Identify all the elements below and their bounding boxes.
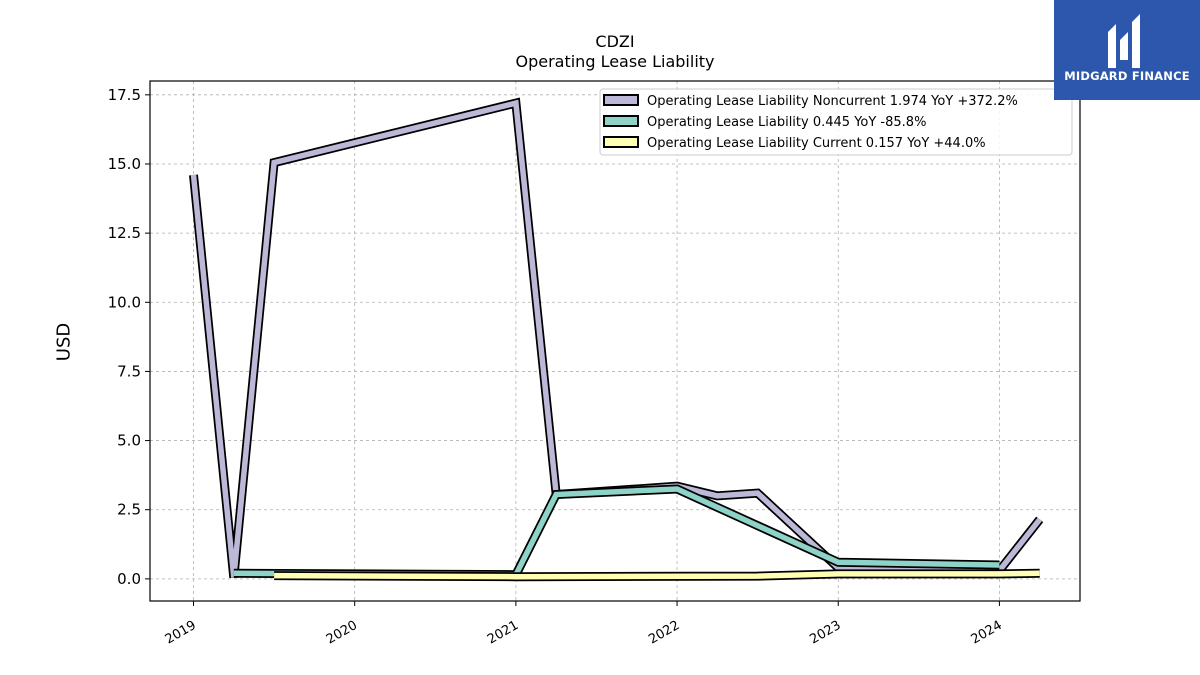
series-line bbox=[274, 570, 1040, 580]
y-tick-label: 15.0 bbox=[108, 155, 141, 173]
chart-title: CDZI bbox=[595, 32, 635, 51]
logo-mark-icon bbox=[1108, 14, 1140, 68]
y-tick-label: 2.5 bbox=[117, 501, 141, 519]
series-line bbox=[190, 99, 1042, 578]
brand-logo: MIDGARD FINANCE bbox=[1054, 0, 1200, 100]
x-axis-ticks: 2019 2020 2021 2022 2023 2024 bbox=[163, 601, 1005, 647]
plot-frame bbox=[149, 80, 1081, 602]
x-tick-label: 2024 bbox=[969, 618, 1005, 648]
x-tick-label: 2022 bbox=[646, 618, 682, 648]
series-layer bbox=[189, 97, 1044, 582]
series-2 bbox=[233, 484, 1000, 580]
series-line bbox=[233, 486, 1000, 578]
legend-label: Operating Lease Liability Noncurrent 1.9… bbox=[647, 94, 1018, 109]
y-tick-label: 10.0 bbox=[108, 293, 141, 311]
legend-label: Operating Lease Liability 0.445 YoY -85.… bbox=[647, 115, 926, 130]
y-tick-label: 7.5 bbox=[117, 362, 141, 380]
chart-subtitle: Operating Lease Liability bbox=[515, 52, 715, 71]
y-axis-ticks: 0.0 2.5 5.0 7.5 10.0 12.5 15.0 17.5 bbox=[108, 86, 150, 588]
brand-name: MIDGARD FINANCE bbox=[1064, 69, 1190, 83]
x-tick-label: 2020 bbox=[324, 618, 360, 648]
x-tick-label: 2023 bbox=[807, 618, 843, 648]
legend-swatch bbox=[603, 94, 639, 106]
y-tick-label: 12.5 bbox=[108, 224, 141, 242]
x-tick-label: 2021 bbox=[485, 618, 521, 648]
y-tick-label: 17.5 bbox=[108, 86, 141, 104]
series-1 bbox=[189, 97, 1044, 578]
y-axis-label: USD bbox=[53, 322, 75, 362]
x-tick-label: 2019 bbox=[163, 618, 199, 648]
legend-swatch bbox=[603, 115, 639, 127]
legend: Operating Lease Liability Noncurrent 1.9… bbox=[599, 88, 1073, 156]
series-3 bbox=[274, 568, 1040, 582]
y-tick-label: 5.0 bbox=[117, 432, 141, 450]
legend-label: Operating Lease Liability Current 0.157 … bbox=[647, 136, 986, 151]
series-line-outline bbox=[189, 97, 1044, 578]
legend-box bbox=[599, 88, 1073, 156]
legend-swatch bbox=[603, 136, 639, 148]
y-tick-label: 0.0 bbox=[117, 570, 141, 588]
